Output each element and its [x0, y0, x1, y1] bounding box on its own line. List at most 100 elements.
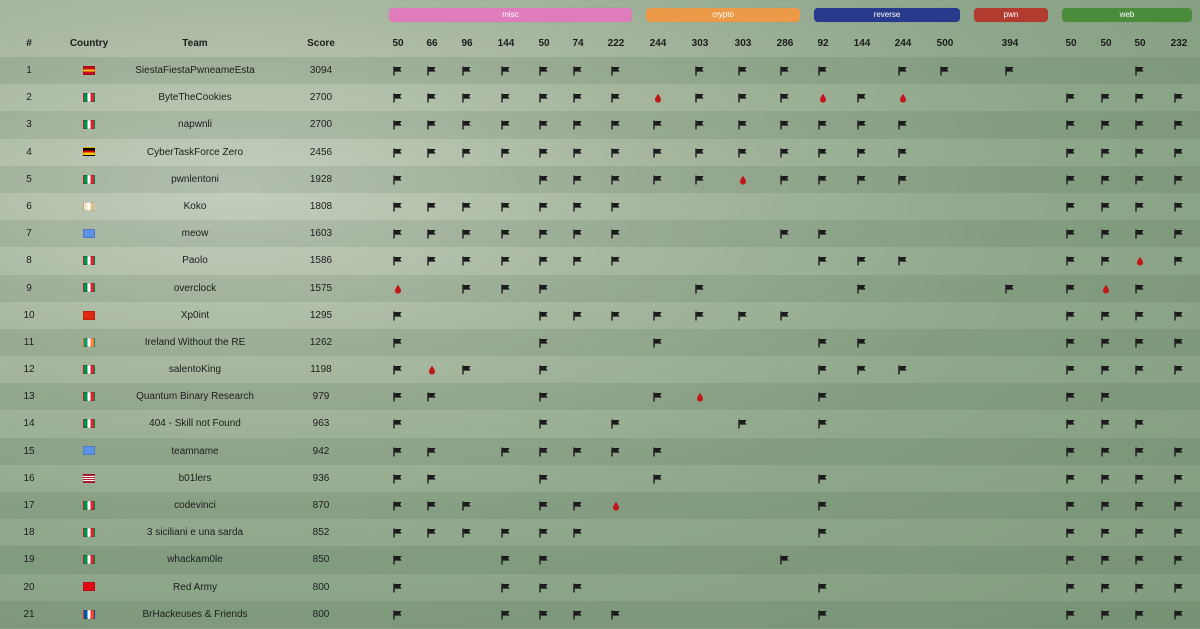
- challenge-points-header[interactable]: 66: [426, 38, 438, 49]
- team-row[interactable]: 11 Ireland Without the RE 1262: [0, 328, 1200, 357]
- team-column-header[interactable]: Team: [182, 38, 208, 49]
- country-column-header[interactable]: Country: [69, 38, 109, 49]
- solve-flag-icon: [1123, 356, 1157, 383]
- team-name-link[interactable]: Red Army: [173, 581, 217, 593]
- team-name-link[interactable]: Koko: [183, 200, 207, 212]
- team-name-link[interactable]: overclock: [173, 282, 217, 294]
- solve-flag-icon: [381, 329, 415, 356]
- challenge-points-header[interactable]: 92: [817, 38, 829, 49]
- solve-flag-icon: [527, 383, 561, 410]
- challenge-points-header[interactable]: 244: [649, 38, 667, 49]
- category-web-badge[interactable]: web: [1062, 8, 1192, 22]
- solve-flag-icon: [845, 329, 879, 356]
- challenge-points-header[interactable]: 50: [392, 38, 404, 49]
- challenge-points-header[interactable]: 222: [607, 38, 625, 49]
- country-flag-icon: [66, 519, 112, 546]
- team-name-link[interactable]: codevinci: [174, 500, 216, 511]
- solve-flag-icon: [1162, 111, 1196, 138]
- category-misc-badge[interactable]: misc: [389, 8, 632, 22]
- team-row[interactable]: 20 Red Army 800: [0, 573, 1200, 601]
- challenge-points-header[interactable]: 500: [936, 38, 954, 49]
- solve-flag-icon: [599, 57, 633, 84]
- solve-flag-icon: [641, 111, 675, 138]
- score-cell: 963: [312, 418, 330, 430]
- category-pwn-badge[interactable]: pwn: [974, 8, 1048, 22]
- team-name-link[interactable]: b01lers: [178, 472, 212, 484]
- challenge-points-header[interactable]: 144: [497, 38, 515, 49]
- first-blood-icon: [641, 84, 675, 111]
- team-row[interactable]: 13 Quantum Binary Research 979: [0, 383, 1200, 411]
- rank-cell: 12: [23, 364, 35, 376]
- team-row[interactable]: 17 codevinci 870: [0, 492, 1200, 520]
- team-row[interactable]: 1 SiestaFiestaPwneameEsta 3094: [0, 57, 1200, 85]
- team-name-link[interactable]: 404 - Skill not Found: [149, 418, 241, 430]
- team-name-link[interactable]: napwnli: [178, 119, 212, 131]
- challenge-points-header[interactable]: 50: [538, 38, 550, 49]
- challenge-points-header[interactable]: 50: [1134, 38, 1146, 49]
- team-row[interactable]: 7 meow 1603: [0, 220, 1200, 248]
- team-name-link[interactable]: ByteTheCookies: [158, 92, 232, 104]
- solve-flag-icon: [561, 438, 595, 465]
- team-row[interactable]: 2 ByteTheCookies 2700: [0, 84, 1200, 112]
- category-crypto-badge[interactable]: crypto: [646, 8, 800, 22]
- team-name-link[interactable]: meow: [181, 228, 209, 240]
- rank-cell: 3: [26, 119, 32, 131]
- team-row[interactable]: 16 b01lers 936: [0, 464, 1200, 492]
- solve-flag-icon: [1162, 546, 1196, 573]
- score-column-header[interactable]: Score: [307, 38, 335, 49]
- team-row[interactable]: 18 3 siciliani e una sarda 852: [0, 519, 1200, 547]
- team-row[interactable]: 6 Koko 1808: [0, 192, 1200, 221]
- solve-flag-icon: [1089, 139, 1123, 166]
- team-row[interactable]: 4 CyberTaskForce Zero 2456: [0, 138, 1200, 166]
- team-name-link[interactable]: SiestaFiestaPwneameEsta: [135, 65, 255, 76]
- rank-column-header[interactable]: #: [26, 38, 32, 49]
- first-blood-icon: [381, 275, 415, 302]
- solve-flag-icon: [450, 193, 484, 220]
- challenge-points-header[interactable]: 232: [1170, 38, 1188, 49]
- category-reverse-badge[interactable]: reverse: [814, 8, 960, 22]
- solve-flag-icon: [1054, 275, 1088, 302]
- challenge-points-header[interactable]: 303: [691, 38, 709, 49]
- team-name-link[interactable]: Paolo: [182, 255, 208, 267]
- team-row[interactable]: 5 pwnlentoni 1928: [0, 165, 1200, 193]
- score-cell: 800: [312, 581, 330, 593]
- solve-flag-icon: [489, 193, 523, 220]
- solve-flag-icon: [489, 275, 523, 302]
- team-name-link[interactable]: CyberTaskForce Zero: [146, 146, 244, 158]
- team-row[interactable]: 9 overclock 1575: [0, 274, 1200, 302]
- solve-flag-icon: [527, 166, 561, 193]
- challenge-points-header[interactable]: 244: [894, 38, 912, 49]
- team-name-link[interactable]: salentoKing: [168, 364, 222, 376]
- challenge-points-header[interactable]: 394: [1001, 38, 1019, 49]
- solve-flag-icon: [1123, 438, 1157, 465]
- solve-flag-icon: [641, 438, 675, 465]
- solve-flag-icon: [1054, 84, 1088, 111]
- team-row[interactable]: 14 404 - Skill not Found 963: [0, 410, 1200, 438]
- challenge-points-header[interactable]: 286: [776, 38, 794, 49]
- team-name-link[interactable]: BrHackeuses & Friends: [142, 608, 248, 620]
- solve-flag-icon: [845, 111, 879, 138]
- challenge-points-header[interactable]: 50: [1100, 38, 1112, 49]
- team-row[interactable]: 15 teamname 942: [0, 437, 1200, 465]
- team-name-link[interactable]: 3 siciliani e una sarda: [146, 527, 244, 539]
- team-name-link[interactable]: Quantum Binary Research: [136, 391, 254, 403]
- team-name-link[interactable]: whackam0le: [167, 554, 223, 566]
- challenge-points-header[interactable]: 303: [734, 38, 752, 49]
- team-row[interactable]: 19 whackam0le 850: [0, 546, 1200, 574]
- challenge-points-header[interactable]: 144: [853, 38, 871, 49]
- challenge-points-header[interactable]: 50: [1065, 38, 1077, 49]
- team-name-link[interactable]: teamname: [171, 445, 219, 457]
- solve-flag-icon: [527, 601, 561, 628]
- challenge-points-header[interactable]: 96: [461, 38, 473, 49]
- team-row[interactable]: 12 salentoKing 1198: [0, 356, 1200, 384]
- team-row[interactable]: 8 Paolo 1586: [0, 247, 1200, 275]
- solve-flag-icon: [527, 84, 561, 111]
- team-name-link[interactable]: pwnlentoni: [171, 173, 219, 185]
- team-row[interactable]: 21 BrHackeuses & Friends 800: [0, 600, 1200, 628]
- first-blood-icon: [1089, 275, 1123, 302]
- team-name-link[interactable]: Ireland Without the RE: [144, 336, 246, 348]
- team-row[interactable]: 10 Xp0int 1295: [0, 301, 1200, 329]
- challenge-points-header[interactable]: 74: [572, 38, 584, 49]
- team-name-link[interactable]: Xp0int: [180, 309, 210, 321]
- team-row[interactable]: 3 napwnli 2700: [0, 111, 1200, 139]
